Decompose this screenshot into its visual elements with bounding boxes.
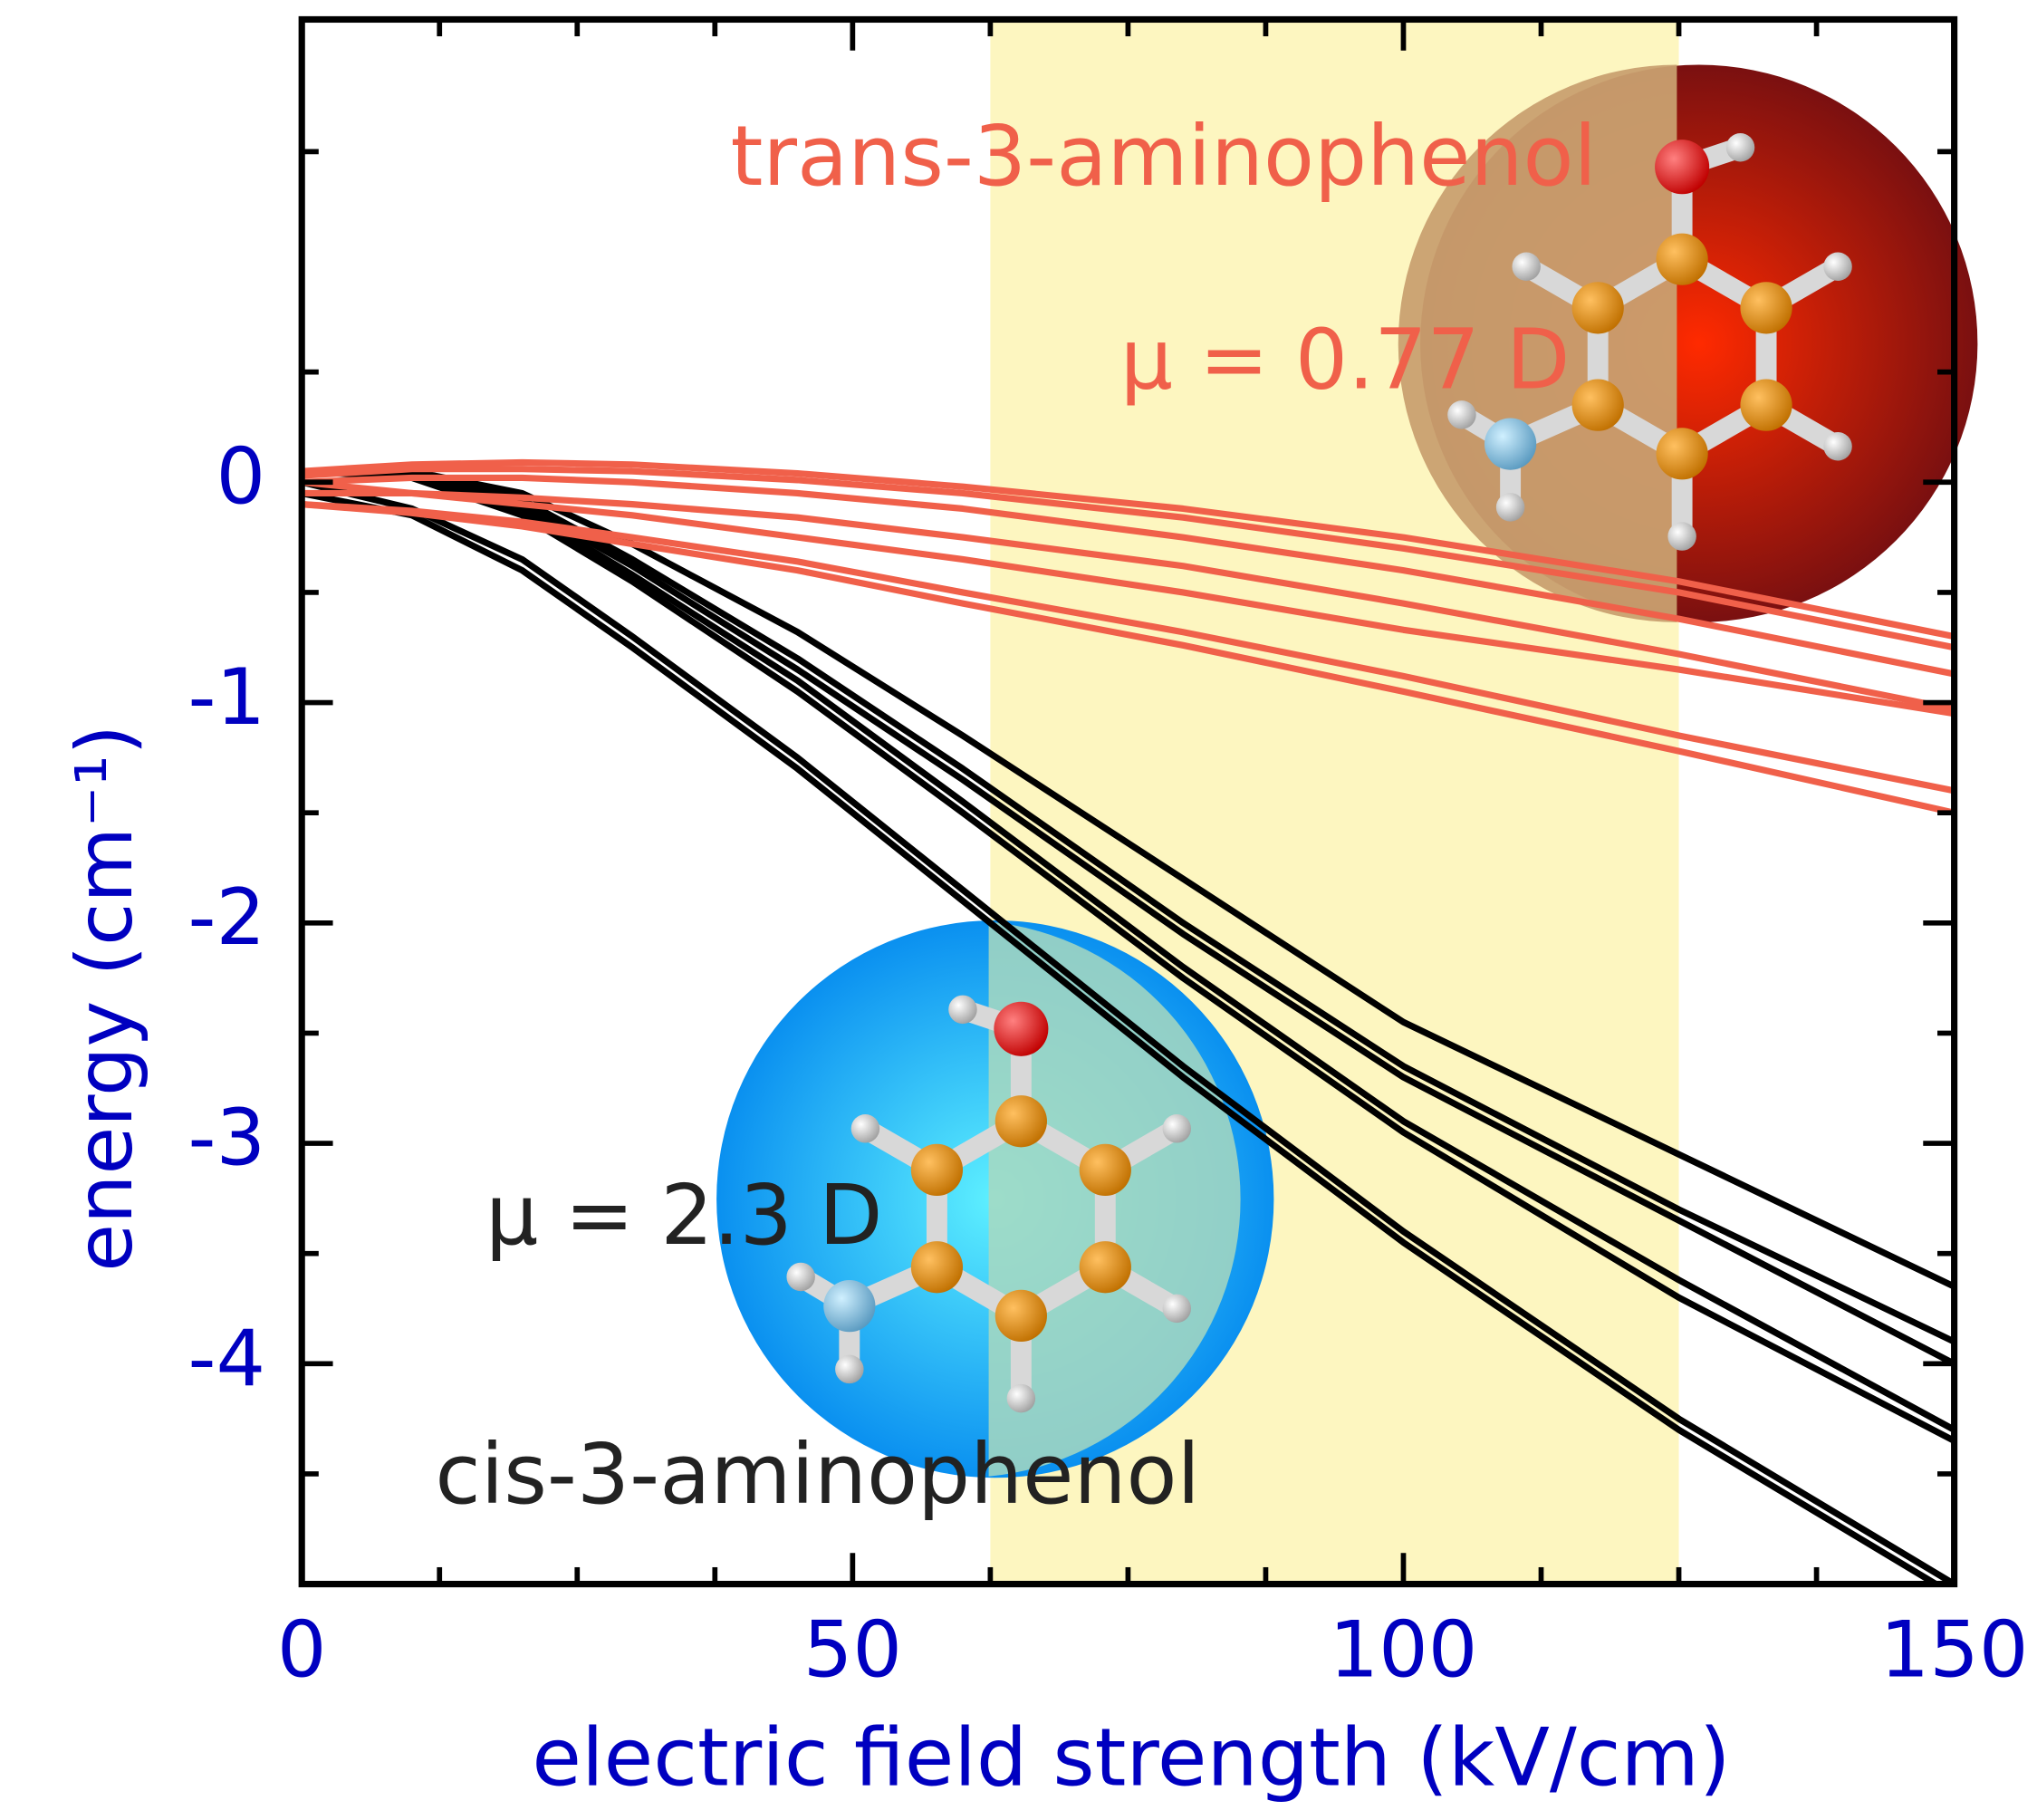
- x-tick-label: 150: [1880, 1605, 2029, 1696]
- x-tick-label: 100: [1330, 1605, 1478, 1696]
- atom-h: [1726, 133, 1754, 161]
- atom-h: [1823, 432, 1851, 460]
- atom-c: [1657, 428, 1708, 479]
- atom-h: [1007, 1384, 1035, 1412]
- y-tick-label: -2: [188, 872, 266, 963]
- atom-c: [1740, 380, 1792, 431]
- atom-o: [994, 1002, 1048, 1056]
- atom-h: [1496, 493, 1524, 521]
- annotation: cis-3-aminophenol: [435, 1426, 1200, 1523]
- chart: trans-3-aminophenol μ = 0.77 D μ = 2.3 D…: [0, 0, 2037, 1820]
- atom-h: [1667, 522, 1696, 550]
- atom-n: [1485, 418, 1536, 469]
- atom-h: [786, 1263, 814, 1291]
- atom-c: [1572, 282, 1624, 333]
- atom-c: [911, 1144, 963, 1196]
- y-axis-label: energy (cm⁻¹): [60, 725, 150, 1272]
- atom-o: [1655, 140, 1709, 194]
- atom-c: [995, 1290, 1047, 1342]
- atom-c: [1080, 1241, 1131, 1293]
- atom-c: [995, 1095, 1047, 1147]
- atom-h: [1163, 1114, 1191, 1142]
- atom-c: [1572, 380, 1624, 431]
- annotation: μ = 0.77 D: [1120, 311, 1571, 408]
- atom-h: [1163, 1295, 1191, 1323]
- y-tick-label: -3: [188, 1093, 266, 1184]
- x-tick-label: 0: [277, 1605, 327, 1696]
- atom-h: [835, 1355, 863, 1383]
- annotation: trans-3-aminophenol: [731, 108, 1597, 205]
- atom-h: [1823, 252, 1851, 280]
- atom-h: [948, 996, 976, 1024]
- y-tick-label: -1: [188, 652, 266, 743]
- atom-c: [1740, 282, 1792, 333]
- atom-c: [1657, 234, 1708, 285]
- y-tick-label: 0: [216, 432, 266, 523]
- atom-h: [1512, 252, 1540, 280]
- atom-c: [911, 1241, 963, 1293]
- annotation: μ = 2.3 D: [485, 1167, 882, 1264]
- atom-n: [823, 1280, 875, 1332]
- y-tick-label: -4: [188, 1314, 266, 1404]
- x-axis-label: electric field strength (kV/cm): [532, 1710, 1730, 1804]
- atom-h: [851, 1114, 879, 1142]
- x-tick-label: 50: [803, 1605, 902, 1696]
- atom-c: [1080, 1144, 1131, 1196]
